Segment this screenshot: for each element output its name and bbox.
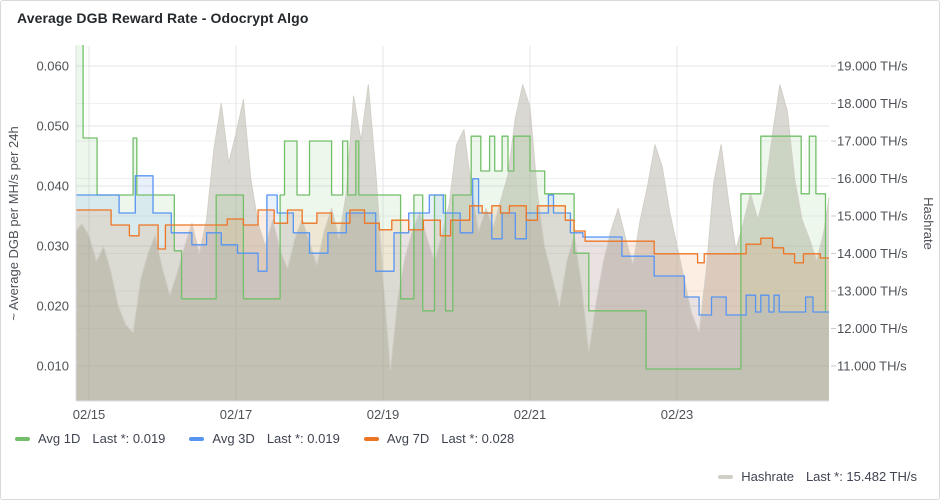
avg-3d-series-marker [189,436,205,441]
svg-text:19.000 TH/s: 19.000 TH/s [837,58,908,73]
svg-text:02/21: 02/21 [514,407,547,422]
legend-series-last-value: Last *: 0.019 [266,431,340,446]
legend-item-avg-1d[interactable]: Avg 1D Last *: 0.019 [15,431,165,446]
svg-text:16.000 TH/s: 16.000 TH/s [837,171,908,186]
svg-text:Hashrate: Hashrate [921,197,936,250]
svg-text:11.000 TH/s: 11.000 TH/s [837,359,907,374]
svg-text:12.000 TH/s: 12.000 TH/s [837,321,908,336]
svg-text:~ Average DGB per MH/s per 24h: ~ Average DGB per MH/s per 24h [6,126,21,321]
hashrate-series-marker [718,474,734,479]
svg-text:0.060: 0.060 [36,58,69,73]
chart-legend: Avg 1D Last *: 0.019 Avg 3D Last *: 0.01… [15,431,514,446]
legend-series-last-value: Last *: 0.019 [92,431,166,446]
svg-text:0.050: 0.050 [36,118,69,133]
svg-text:02/19: 02/19 [367,407,400,422]
panel-title[interactable]: Average DGB Reward Rate - Odocrypt Algo [17,10,309,26]
svg-text:02/17: 02/17 [220,407,253,422]
svg-text:0.030: 0.030 [36,239,69,254]
avg-7d-series-marker [363,436,379,441]
legend-item-hashrate[interactable]: Hashrate Last *: 15.482 TH/s [718,469,917,484]
legend-series-last-value: Last *: 0.028 [441,431,515,446]
svg-text:0.040: 0.040 [36,178,69,193]
legend-series-name: Avg 7D [386,431,430,446]
avg-1d-series-marker [15,436,30,441]
svg-text:18.000 TH/s: 18.000 TH/s [837,96,908,111]
svg-text:15.000 TH/s: 15.000 TH/s [837,208,908,223]
legend-item-avg-3d[interactable]: Avg 3D Last *: 0.019 [189,431,340,446]
svg-text:13.000 TH/s: 13.000 TH/s [837,284,908,299]
svg-text:14.000 TH/s: 14.000 TH/s [837,246,908,261]
legend-series-name: Avg 3D [212,431,255,446]
legend-item-avg-7d[interactable]: Avg 7D Last *: 0.028 [363,431,515,446]
svg-text:17.000 TH/s: 17.000 TH/s [837,133,908,148]
hashrate-legend: Hashrate Last *: 15.482 TH/s [718,469,917,484]
svg-text:0.010: 0.010 [36,359,69,374]
legend-series-name: Avg 1D [38,431,81,446]
svg-text:02/15: 02/15 [73,407,106,422]
legend-series-name: Hashrate [741,469,794,484]
svg-text:02/23: 02/23 [661,407,694,422]
legend-series-last-value: Last *: 15.482 TH/s [805,469,917,484]
svg-text:0.020: 0.020 [36,299,69,314]
